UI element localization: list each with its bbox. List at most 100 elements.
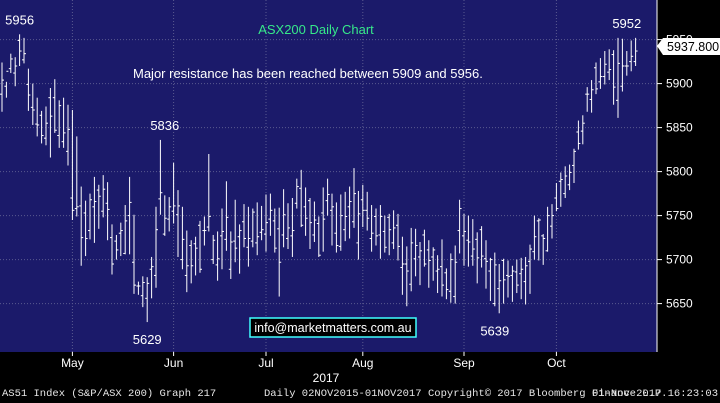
ohlc-bar [272, 208, 277, 253]
ohlc-bar [488, 257, 493, 301]
ohlc-bar [79, 186, 84, 266]
ohlc-bar [387, 213, 392, 256]
ohlc-bar [233, 199, 238, 263]
x-tick-label: Jun [164, 356, 183, 370]
footer-copyright: Copyright© 2017 Bloomberg Finance L.P. [428, 388, 668, 400]
ohlc-bar [576, 120, 581, 150]
watermark-box [249, 317, 417, 338]
ohlc-bar [145, 277, 150, 323]
point-label: 5956 [5, 12, 34, 27]
ohlc-bar [594, 62, 598, 95]
ohlc-bar [334, 202, 339, 253]
ohlc-bar [48, 88, 53, 158]
ohlc-bar [184, 230, 189, 293]
ohlc-bar [352, 168, 356, 228]
ohlc-bar [154, 206, 158, 288]
ohlc-bar [74, 136, 79, 217]
ohlc-bar [338, 194, 343, 251]
ohlc-bar [140, 276, 145, 308]
ohlc-bar [35, 97, 40, 137]
y-tick-label: 5750 [666, 209, 693, 223]
ohlc-bar [308, 198, 312, 250]
ohlc-bar [96, 184, 101, 229]
ohlc-bar [211, 234, 216, 264]
point-label: 5639 [480, 323, 509, 338]
ohlc-bar [264, 194, 268, 252]
y-tick-label: 5800 [666, 165, 693, 179]
ohlc-bar [365, 191, 370, 231]
point-label: 5836 [150, 118, 179, 133]
ohlc-bar [528, 244, 532, 294]
x-tick-label: May [61, 356, 84, 370]
footer-range-label: Daily 02NOV2015-01NOV2017 [264, 388, 422, 400]
ohlc-bar [545, 206, 550, 252]
ohlc-bar [180, 206, 185, 270]
ohlc-bar [378, 205, 383, 259]
ohlc-bar [431, 247, 436, 281]
ohlc-bar [479, 226, 484, 268]
ohlc-bar [453, 245, 458, 304]
ohlc-bar [52, 79, 57, 133]
ohlc-bar [237, 224, 242, 274]
ohlc-bar [105, 182, 110, 241]
ohlc-bar [360, 184, 365, 228]
ohlc-bar [26, 68, 31, 111]
ohlc-bar [633, 37, 638, 66]
ohlc-bar [206, 154, 211, 232]
ohlc-bar [422, 229, 427, 267]
x-tick-label: Oct [547, 356, 566, 370]
ohlc-bar [519, 257, 524, 300]
ohlc-bar [440, 239, 444, 297]
chart-title: ASX200 Daily Chart [258, 22, 374, 37]
ohlc-bar [400, 236, 405, 295]
ohlc-bar [4, 70, 9, 98]
y-tick-label: 5700 [666, 253, 693, 267]
ohlc-bar [176, 190, 180, 257]
ohlc-bar [22, 37, 26, 64]
ohlc-bar [118, 222, 123, 257]
ohlc-bar [70, 110, 75, 220]
ohlc-bar [127, 176, 132, 255]
ohlc-bar [396, 213, 400, 261]
ohlc-bar [563, 166, 568, 198]
ohlc-bar [413, 228, 418, 277]
ohlc-bar [123, 205, 128, 255]
ohlc-bar [268, 193, 273, 236]
ohlc-bar [17, 34, 22, 66]
ohlc-bar [44, 106, 48, 146]
resistance-annotation: Major resistance has been reached betwee… [133, 66, 483, 81]
point-label: 5629 [133, 332, 162, 347]
ohlc-bar [501, 258, 506, 304]
ohlc-bar [162, 195, 167, 236]
ohlc-bar [462, 213, 466, 266]
date-axis-background [0, 352, 720, 385]
footer-bar: AS51 Index (S&P/ASX 200) Graph 217 Daily… [0, 385, 720, 403]
ohlc-bar [497, 264, 502, 314]
ohlc-bar [30, 83, 35, 125]
ohlc-bar [294, 178, 299, 209]
ohlc-bar [624, 51, 629, 76]
ohlc-bar [356, 190, 361, 260]
last-price-marker: 5937.800 [657, 38, 720, 55]
ohlc-bar [620, 38, 625, 92]
ohlc-bar [312, 201, 317, 242]
ohlc-bar [448, 253, 453, 303]
ohlc-bar [470, 219, 475, 266]
ohlc-bar [347, 186, 352, 239]
ohlc-bar [506, 260, 510, 298]
footer-index-label: AS51 Index (S&P/ASX 200) Graph 217 [2, 388, 217, 400]
ohlc-bar [475, 232, 480, 284]
ohlc-bar [167, 197, 172, 232]
ohlc-bar [404, 246, 409, 307]
ohlc-bar [426, 240, 431, 288]
ohlc-bar [202, 216, 207, 246]
ohlc-bar [343, 191, 348, 242]
ohlc-bar [374, 208, 378, 246]
ohlc-bar [316, 216, 321, 257]
last-price-value: 5937.800 [667, 40, 719, 54]
ohlc-bar [369, 205, 374, 252]
ohlc-bar [572, 148, 576, 184]
ohlc-bar [255, 202, 260, 256]
ohlc-bar [132, 214, 136, 294]
ohlc-bar [514, 259, 519, 294]
